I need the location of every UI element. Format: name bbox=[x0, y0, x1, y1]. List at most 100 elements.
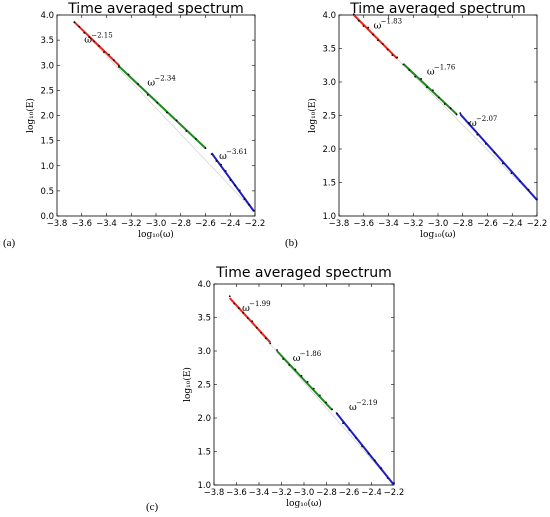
y-axis-label: log₁₀(E) bbox=[307, 98, 318, 133]
series-fit-line bbox=[73, 21, 120, 66]
data-point bbox=[354, 436, 357, 439]
data-point bbox=[386, 477, 389, 479]
data-point bbox=[455, 113, 458, 116]
slope-annotation: ω −1.86 bbox=[293, 350, 322, 364]
data-point bbox=[137, 83, 140, 85]
x-tick-label: −2.4 bbox=[502, 219, 523, 229]
x-tick-label: −3.8 bbox=[47, 219, 68, 229]
y-tick-label: 3.5 bbox=[40, 36, 54, 46]
panel-label: (b) bbox=[285, 237, 298, 249]
x-tick-label: −3.8 bbox=[329, 219, 350, 229]
data-point bbox=[276, 349, 278, 351]
data-point bbox=[493, 151, 496, 154]
data-point bbox=[113, 59, 115, 62]
data-point bbox=[252, 209, 255, 212]
data-point bbox=[381, 42, 384, 45]
data-point bbox=[342, 422, 344, 425]
y-tick-label: 4.0 bbox=[197, 280, 211, 290]
x-tick-label: −3.0 bbox=[146, 219, 167, 229]
data-point bbox=[78, 25, 81, 28]
slope-annotation: ω −1.99 bbox=[242, 300, 270, 314]
series-2 bbox=[402, 63, 458, 116]
data-point bbox=[194, 137, 197, 140]
data-point bbox=[362, 25, 365, 27]
data-point bbox=[393, 482, 395, 485]
data-point bbox=[408, 69, 411, 71]
annotation-base: ω bbox=[147, 77, 155, 88]
data-point bbox=[377, 39, 379, 42]
y-tick-label: 1.5 bbox=[197, 448, 211, 458]
data-point bbox=[127, 73, 130, 76]
data-point bbox=[402, 63, 405, 66]
data-point bbox=[476, 133, 479, 136]
plot-frame bbox=[213, 283, 395, 486]
plot-frame bbox=[338, 14, 538, 217]
data-point bbox=[228, 295, 231, 298]
data-point bbox=[185, 130, 188, 132]
slope-annotation: ω −2.07 bbox=[469, 115, 497, 129]
series-fit-line bbox=[210, 152, 255, 212]
series-fit-line bbox=[402, 63, 458, 115]
slope-annotation: ω −3.61 bbox=[219, 148, 247, 162]
y-tick-label: 2.5 bbox=[197, 381, 211, 391]
data-point bbox=[459, 112, 462, 115]
data-point bbox=[502, 162, 504, 165]
annotation-base: ω bbox=[427, 67, 435, 78]
series-fit-line bbox=[353, 14, 398, 60]
data-point bbox=[93, 40, 96, 43]
data-point bbox=[318, 394, 321, 397]
data-point bbox=[352, 13, 355, 16]
data-point bbox=[449, 107, 452, 110]
y-tick-label: 1.5 bbox=[322, 179, 336, 189]
x-axis-label: log₁₀(ω) bbox=[420, 229, 456, 240]
data-point bbox=[108, 53, 110, 56]
data-point bbox=[260, 331, 263, 334]
data-point bbox=[437, 96, 440, 99]
data-point bbox=[348, 429, 351, 431]
data-point bbox=[83, 31, 86, 34]
annotation-base: ω bbox=[349, 402, 357, 413]
data-point bbox=[380, 467, 383, 470]
chart-panel-1: Time averaged spectrum −3.8 −3.6 −3.4 −3.2 −3… bbox=[3, 1, 265, 249]
panel-label: (c) bbox=[146, 501, 159, 513]
data-point bbox=[248, 203, 250, 206]
data-point bbox=[73, 21, 76, 23]
slope-annotation: ω −2.15 bbox=[84, 32, 112, 46]
data-point bbox=[215, 160, 218, 162]
y-tick-label: 3.5 bbox=[197, 314, 211, 324]
data-point bbox=[204, 147, 207, 150]
y-tick-label: 3.0 bbox=[197, 347, 211, 357]
panel-label: (a) bbox=[3, 237, 16, 249]
annotation-exponent: −2.15 bbox=[91, 32, 112, 40]
x-tick-label: −3.0 bbox=[428, 219, 449, 229]
y-tick-label: 4.0 bbox=[40, 11, 54, 21]
data-point bbox=[255, 326, 258, 329]
x-tick-label: −2.2 bbox=[384, 488, 405, 498]
chart-title: Time averaged spectrum bbox=[67, 1, 244, 17]
x-tick-label: −3.4 bbox=[378, 219, 399, 229]
series-2 bbox=[117, 65, 207, 150]
x-tick-label: −2.8 bbox=[170, 219, 191, 229]
chart-panel-3: Time averaged spectrum −3.8 −3.6 −3.4 −3.2 −3… bbox=[146, 265, 404, 513]
chart-title: Time averaged spectrum bbox=[349, 1, 526, 17]
annotation-exponent: −2.07 bbox=[476, 115, 497, 123]
y-tick-label: 0.5 bbox=[40, 187, 54, 197]
slope-annotation: ω −2.34 bbox=[147, 74, 176, 88]
y-tick-label: 1.0 bbox=[197, 481, 211, 491]
data-point bbox=[335, 412, 338, 414]
data-point bbox=[467, 122, 470, 124]
y-tick-label: 2.5 bbox=[322, 112, 336, 122]
data-point bbox=[288, 364, 291, 366]
data-point bbox=[146, 93, 149, 96]
x-tick-label: −2.8 bbox=[316, 488, 337, 498]
data-point bbox=[519, 180, 521, 183]
x-tick-label: −2.2 bbox=[245, 219, 266, 229]
annotation-exponent: −3.61 bbox=[226, 148, 247, 156]
data-point bbox=[331, 408, 334, 411]
data-point bbox=[396, 56, 399, 59]
data-point bbox=[166, 111, 168, 114]
series-fit-line bbox=[276, 350, 333, 411]
y-tick-label: 2.0 bbox=[40, 112, 54, 122]
data-point bbox=[98, 45, 100, 47]
